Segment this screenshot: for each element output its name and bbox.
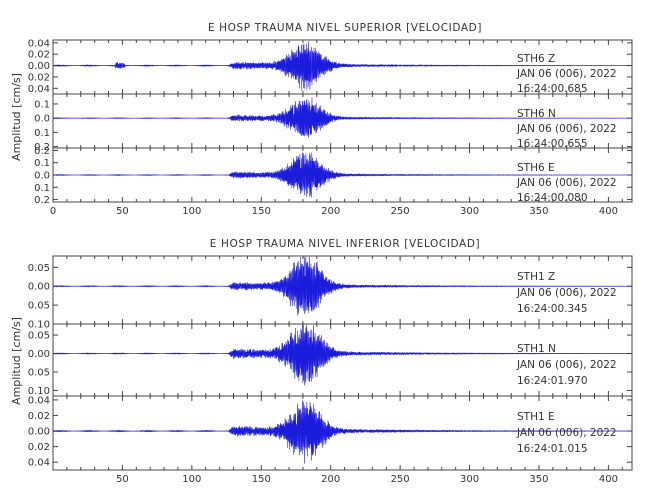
x-tick-label: 50 [116,206,129,217]
top-chart-title: E HOSP TRAUMA NIVEL SUPERIOR [VELOCIDAD] [208,22,482,34]
y-tick-label: 0.00 [28,427,50,438]
y-tick-label: 0.00 [28,349,50,360]
panel-info-top-n: STH6 N JAN 06 (006), 2022 16:24:00.655 [516,108,617,150]
y-tick-label: 0.04 [28,84,50,95]
panel-info-top-e: STH6 E JAN 06 (006), 2022 16:24:00.080 [516,162,617,204]
station-label: STH1 Z [517,271,555,283]
y-tick-label: 0.04 [28,38,50,49]
y-tick-label: 0.00 [28,61,50,72]
date-label: JAN 06 (006), 2022 [516,123,617,135]
date-label: JAN 06 (006), 2022 [516,287,617,299]
y-tick-label: 0.10 [28,320,50,331]
time-label: 16:24:01.970 [517,375,588,387]
x-tick-label: 350 [529,474,548,485]
station-label: STH1 E [517,411,555,423]
y-tick-label: 0.1 [34,99,50,110]
y-tick-label: 0.1 [34,128,50,139]
x-tick-label: 400 [599,206,618,217]
waveform-trace [52,400,633,464]
x-tick-label: 250 [391,474,410,485]
panel-info-top-z: STH6 Z JAN 06 (006), 2022 16:24:00.685 [516,53,617,95]
station-label: STH6 N [517,108,556,120]
x-tick-label: 350 [529,206,548,217]
time-label: 16:24:00.685 [517,83,588,95]
time-label: 16:24:00.655 [517,138,588,150]
panel-info-bottom-e: STH1 E JAN 06 (006), 2022 16:24:01.015 [516,411,617,455]
bottom-y-axis-label: Amplitud [cm/s] [10,317,23,405]
y-tick-label: 0.0 [34,114,50,125]
y-tick-label: 0.0 [34,171,50,182]
waveform-trace [52,152,633,198]
x-tick-label: 250 [391,206,410,217]
y-tick-label: 0.02 [28,442,50,453]
x-tick-label: 200 [321,474,340,485]
y-tick-label: 0.1 [34,183,50,194]
waveform-trace [52,97,633,138]
panel-info-bottom-n: STH1 N JAN 06 (006), 2022 16:24:01.970 [516,343,617,387]
y-tick-label: 0.00 [28,282,50,293]
x-tick-label: 150 [252,206,271,217]
x-tick-label: 100 [182,474,201,485]
x-tick-label: 300 [460,474,479,485]
x-tick-label: 0 [50,206,56,217]
waveform-trace [52,41,633,91]
y-tick-label: 0.02 [28,50,50,61]
waveform-trace [52,256,633,316]
date-label: JAN 06 (006), 2022 [516,427,617,439]
time-label: 16:24:00.080 [517,192,588,204]
panel-info-bottom-z: STH1 Z JAN 06 (006), 2022 16:24:00.345 [516,271,617,315]
top-y-axis-label: Amplitud [cm/s] [10,73,23,161]
y-tick-label: 0.05 [28,301,50,312]
y-tick-label: 0.2 [34,146,50,157]
x-tick-label: 200 [321,206,340,217]
x-tick-label: 50 [116,474,129,485]
date-label: JAN 06 (006), 2022 [516,68,617,80]
y-tick-label: 0.10 [28,386,50,397]
y-tick-label: 0.05 [28,368,50,379]
station-label: STH6 Z [517,53,555,65]
y-tick-label: 0.05 [28,263,50,274]
bottom-chart-title: E HOSP TRAUMA NIVEL INFERIOR [VELOCIDAD] [210,238,480,250]
y-tick-label: 0.02 [28,72,50,83]
date-label: JAN 06 (006), 2022 [516,359,617,371]
y-tick-label: 0.04 [28,395,50,406]
y-tick-label: 0.04 [28,458,50,469]
x-tick-label: 100 [182,206,201,217]
station-label: STH6 E [517,162,555,174]
y-tick-label: 0.2 [34,142,50,153]
plot-layer: 0.040.020.000.020.040.10.00.10.20.20.10.… [28,38,633,485]
panel-frame [52,395,633,471]
y-tick-label: 0.05 [28,331,50,342]
time-label: 16:24:01.015 [517,443,588,455]
station-label: STH1 N [517,343,556,355]
y-tick-label: 0.1 [34,158,50,169]
time-label: 16:24:00.345 [517,303,588,315]
x-tick-label: 150 [252,474,271,485]
waveform-trace [52,324,633,386]
x-tick-label: 300 [460,206,479,217]
x-tick-label: 400 [599,474,618,485]
y-tick-label: 0.2 [34,195,50,206]
date-label: JAN 06 (006), 2022 [516,177,617,189]
y-tick-label: 0.02 [28,411,50,422]
